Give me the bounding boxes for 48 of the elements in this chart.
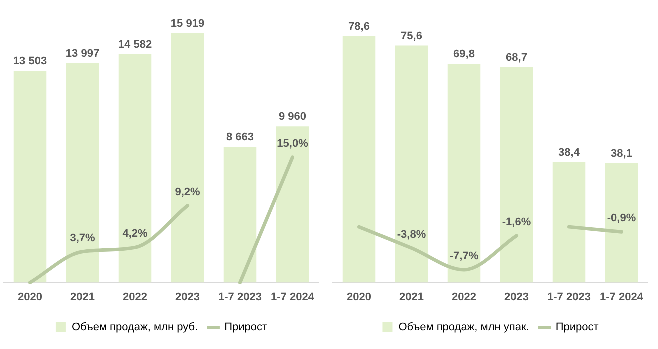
legend-label: Прирост <box>224 322 268 334</box>
bar <box>224 147 257 283</box>
legend-label: Объем продаж, млн упак. <box>398 322 530 334</box>
x-tick-label: 2021 <box>70 291 95 304</box>
data-label: 14 582 <box>118 38 152 51</box>
data-label: 3,7% <box>70 232 96 244</box>
bar <box>342 36 376 283</box>
data-label: -1,6% <box>502 216 532 229</box>
bar <box>500 67 534 283</box>
data-label: -7,7% <box>450 250 479 263</box>
x-tick-label: 2023 <box>176 291 200 304</box>
bar <box>14 71 47 283</box>
x-tick-label: 1-7 2023 <box>548 291 591 304</box>
x-tick-label: 2023 <box>504 291 529 304</box>
data-label: -3,8% <box>397 228 426 241</box>
data-label: 4,2% <box>122 228 148 240</box>
bar <box>395 46 428 283</box>
data-label: 15 919 <box>170 18 205 30</box>
legend-label: Прирост <box>556 322 599 334</box>
x-tick-label: 1-7 2023 <box>218 291 262 304</box>
data-label: 69,8 <box>454 48 475 61</box>
data-label: 75,6 <box>401 30 422 42</box>
bar <box>276 126 310 283</box>
data-label: 38,4 <box>558 146 581 159</box>
data-label: 8 663 <box>226 132 254 144</box>
x-tick-label: 2022 <box>123 291 148 304</box>
x-tick-label: 2020 <box>18 291 42 304</box>
x-tick-label: 1-7 2024 <box>271 291 316 304</box>
data-label: 38,1 <box>611 148 632 160</box>
bar <box>66 63 100 283</box>
bar <box>552 162 586 283</box>
x-tick-label: 1-7 2024 <box>600 291 644 304</box>
bar <box>171 33 204 283</box>
bar <box>605 163 638 283</box>
bar <box>448 64 481 283</box>
x-tick-label: 2020 <box>347 291 372 304</box>
data-label: 78,6 <box>348 20 370 33</box>
x-tick-label: 2021 <box>400 291 424 304</box>
x-tick-label: 2022 <box>452 291 476 304</box>
data-label: -0,9% <box>607 212 636 225</box>
data-label: 15,0% <box>277 138 309 150</box>
data-label: 13 503 <box>13 56 48 68</box>
data-label: 68,7 <box>506 52 528 64</box>
legend-label: Объем продаж, млн руб. <box>72 322 198 334</box>
data-label: 13 997 <box>66 48 100 60</box>
data-label: 9,2% <box>175 186 200 198</box>
bar <box>118 54 152 283</box>
data-label: 9 960 <box>278 111 307 124</box>
